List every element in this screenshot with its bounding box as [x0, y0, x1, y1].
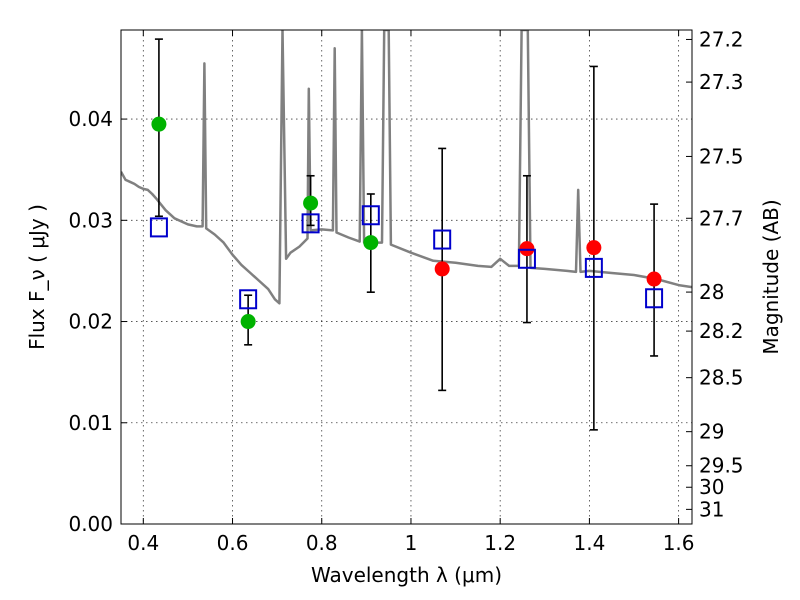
x-tick-label: 0.6	[217, 531, 249, 555]
data-point-circle	[240, 314, 256, 330]
right-tick-label: 29.5	[699, 454, 744, 478]
y-tick-label: 0.04	[68, 107, 113, 131]
right-tick-label: 27.5	[699, 144, 744, 168]
data-point-square	[517, 248, 536, 269]
right-tick-label: 30	[699, 475, 724, 499]
data-point-square	[433, 229, 452, 250]
x-axis-label: Wavelength λ (μm)	[311, 563, 502, 587]
right-tick-label: 27.3	[699, 70, 744, 94]
data-point-circle	[303, 195, 319, 211]
right-tick-label: 29	[699, 420, 724, 444]
data-point-circle	[434, 261, 450, 277]
x-tick-label: 1.6	[663, 531, 695, 555]
y-tick-label: 0.01	[68, 411, 113, 435]
right-tick-label: 28	[699, 280, 724, 304]
data-point-circle	[151, 116, 167, 132]
data-markers	[149, 116, 664, 330]
right-tick-label: 28.2	[699, 319, 744, 343]
x-tick-label: 1.2	[484, 531, 516, 555]
data-point-square	[584, 257, 603, 278]
data-point-circle	[363, 235, 379, 251]
y-axis-label: Flux F_ν ( μJy )	[25, 204, 49, 350]
plot-frame	[120, 29, 693, 525]
right-axis-label: Magnitude (AB)	[759, 199, 783, 354]
data-point-square	[239, 289, 258, 310]
x-tick-label: 1	[405, 531, 418, 555]
right-tick-label: 28.5	[699, 366, 744, 390]
y-tick-label: 0.03	[68, 208, 113, 232]
data-point-square	[645, 288, 664, 309]
grid	[121, 30, 692, 525]
tick-labels: 0.4 0.6 0.8 1 1.2 1.4 1.6 0.00 0.01 0.02 0.03 0.04 2…	[68, 27, 743, 555]
right-tick-label: 31	[699, 497, 724, 521]
spectrum-line	[121, 30, 692, 305]
axis-ticks	[121, 30, 692, 525]
data-point-square	[301, 213, 320, 234]
data-point-square	[149, 217, 168, 238]
y-tick-label: 0.02	[68, 310, 113, 334]
right-tick-label: 27.7	[699, 206, 744, 230]
x-tick-label: 0.4	[127, 531, 159, 555]
x-tick-label: 0.8	[306, 531, 338, 555]
data-point-circle	[519, 241, 535, 257]
right-tick-label: 27.2	[699, 27, 744, 51]
data-point-circle	[646, 271, 662, 287]
y-tick-label: 0.00	[68, 512, 113, 536]
data-point-square	[361, 205, 380, 226]
x-tick-label: 1.4	[573, 531, 605, 555]
model-spectrum	[121, 30, 692, 305]
data-point-circle	[586, 240, 602, 256]
error-bars	[154, 38, 659, 431]
